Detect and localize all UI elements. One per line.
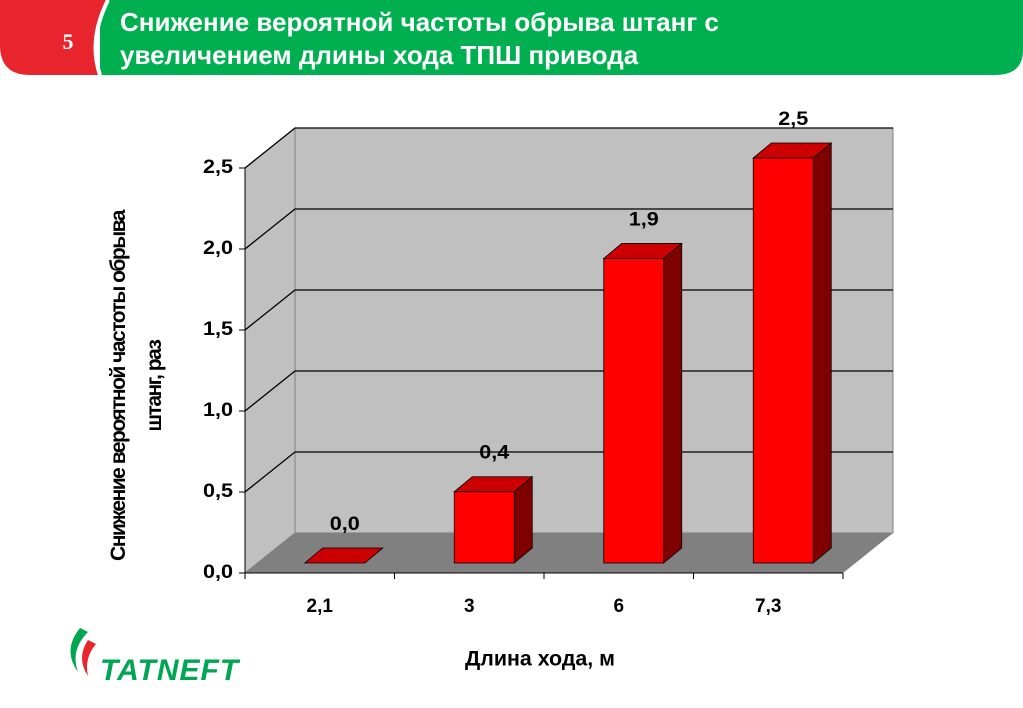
y-tick-label: 0,0 xyxy=(203,562,233,583)
bar-side xyxy=(663,242,683,564)
y-tick-label: 0,5 xyxy=(203,481,233,502)
y-tick-label: 1,5 xyxy=(203,319,233,340)
value-label: 1,9 xyxy=(629,209,659,230)
y-tick-label: 1,0 xyxy=(203,400,233,421)
grid-line xyxy=(244,370,893,412)
value-label: 0,0 xyxy=(330,514,360,535)
x-tick-label: 6 xyxy=(613,596,624,617)
number-tab xyxy=(0,0,108,75)
bar xyxy=(603,258,665,564)
y-axis-title: Снижение вероятной частоты обрыва штанг,… xyxy=(107,211,166,561)
y-tick-label: 2,5 xyxy=(203,157,233,178)
logo-flame xyxy=(82,640,96,676)
slide-title: Снижение вероятной частоты обрыва штанг … xyxy=(120,7,719,70)
slide-number: 5 xyxy=(63,29,74,54)
y-tick-label: 2,0 xyxy=(203,238,233,259)
grid-line xyxy=(244,127,893,169)
tab-curve xyxy=(93,0,110,76)
grid-line xyxy=(244,289,893,331)
bar-side xyxy=(812,142,832,564)
plot: 0,0 0,5 1,0 1,5 2,0 2,5 2,1 0,0 3 0,4 6 1,9 7,3 2,5 Дл… xyxy=(203,109,894,671)
x-tick-label: 3 xyxy=(464,596,475,617)
header-bar xyxy=(100,0,1023,75)
value-label: 0,4 xyxy=(479,443,509,464)
grid-line xyxy=(244,451,893,493)
x-axis-title: Длина хода, м xyxy=(465,648,615,671)
grid-line xyxy=(244,208,893,250)
bar xyxy=(752,157,814,564)
bar-top xyxy=(303,547,384,564)
floor xyxy=(245,533,893,573)
logo-flame xyxy=(70,628,88,672)
x-tick-label: 2,1 xyxy=(307,596,334,617)
value-label: 2,5 xyxy=(778,109,808,130)
x-tick-label: 7,3 xyxy=(755,596,781,617)
bar xyxy=(453,491,515,564)
side-wall xyxy=(244,126,296,575)
logo-text: TATNEFT xyxy=(100,654,241,687)
